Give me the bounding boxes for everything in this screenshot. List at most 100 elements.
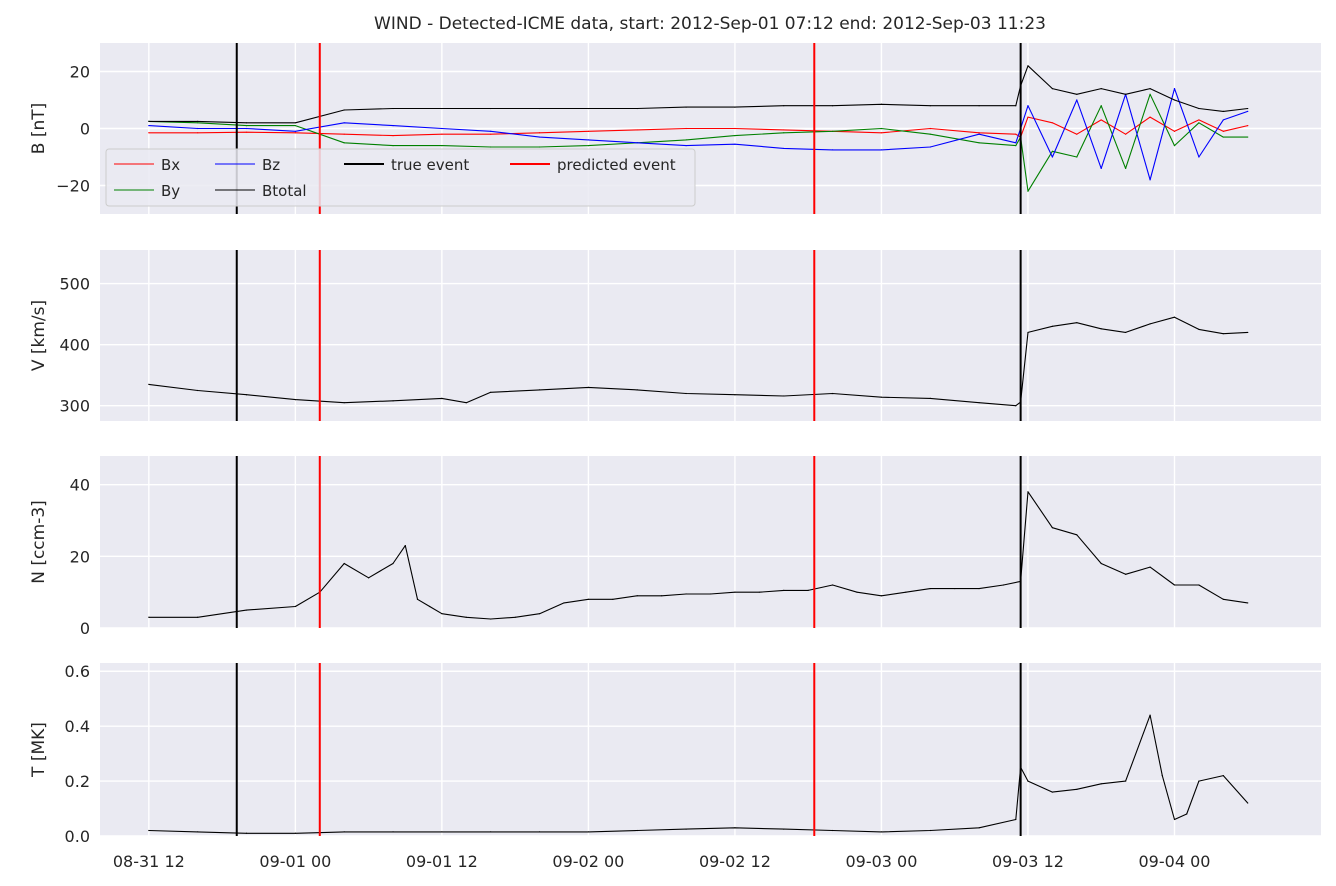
series-line-bz [148, 88, 1248, 181]
data-point [978, 105, 980, 107]
data-point [294, 125, 296, 127]
panel-2: 500 400 300 V [km/s] [29, 250, 1321, 421]
data-point [465, 402, 467, 404]
data-point [929, 829, 931, 832]
data-point [1100, 562, 1102, 565]
data-point [587, 139, 590, 141]
y-tick-label: 0.2 [65, 772, 90, 791]
data-point [392, 145, 394, 147]
data-point [1247, 110, 1249, 112]
data-point [880, 595, 883, 597]
data-point [148, 132, 150, 134]
legend: Bx By Bz Btotal true event predicted event [105, 148, 696, 207]
data-point [1149, 323, 1151, 325]
data-point [783, 132, 785, 134]
series-group [148, 491, 1249, 620]
legend-label: By [161, 182, 180, 200]
data-point [1015, 818, 1017, 821]
data-point [538, 107, 541, 110]
y-axis-label: T [MK] [29, 722, 49, 778]
data-point [636, 389, 638, 391]
data-point [783, 147, 785, 150]
data-point [1222, 119, 1224, 121]
data-point [429, 605, 431, 608]
data-point [978, 827, 980, 829]
data-point [1198, 780, 1200, 782]
data-point [1100, 783, 1102, 785]
data-point [538, 613, 541, 615]
data-point [1100, 119, 1102, 121]
data-point [245, 122, 248, 124]
data-point [1051, 88, 1053, 90]
x-tick-label: 09-02 00 [552, 852, 624, 871]
x-tick-label: 08-31 12 [113, 852, 185, 871]
data-point [978, 142, 980, 144]
data-point [978, 402, 980, 404]
data-point [343, 402, 345, 404]
data-point [832, 584, 834, 586]
y-tick-label: 0.0 [65, 827, 90, 846]
data-point [148, 383, 150, 385]
data-point [1149, 179, 1151, 181]
data-point [1027, 105, 1029, 107]
data-point [1149, 93, 1151, 95]
x-tick-label: 09-02 12 [699, 852, 771, 871]
data-point [1247, 107, 1249, 110]
data-point [441, 831, 443, 833]
data-point [783, 395, 785, 397]
data-point [1222, 110, 1224, 112]
data-point [197, 389, 199, 392]
data-point [1027, 65, 1029, 67]
data-point [734, 827, 736, 829]
data-point [734, 135, 736, 137]
data-point [343, 562, 345, 565]
data-point [1125, 331, 1127, 334]
x-tick-labels: 08-31 12 09-01 00 09-01 12 09-02 00 09-02 12… [113, 852, 1211, 871]
data-point [563, 602, 565, 604]
data-point [929, 127, 931, 130]
data-point [1222, 333, 1224, 335]
data-point [392, 562, 394, 565]
panel-background [100, 663, 1321, 836]
data-point [587, 831, 590, 833]
data-point [636, 129, 638, 131]
series-group [148, 316, 1249, 407]
data-point [587, 145, 590, 147]
data-point [880, 831, 883, 833]
x-tick-label: 09-01 12 [406, 852, 478, 871]
data-point [197, 127, 199, 130]
data-point [245, 394, 248, 396]
legend-label: predicted event [557, 156, 676, 174]
series-group [148, 714, 1249, 834]
data-point [1198, 107, 1200, 110]
data-point [1125, 780, 1127, 782]
y-tick-label: 400 [59, 336, 90, 355]
data-point [343, 831, 345, 833]
data-point [1125, 133, 1127, 135]
data-point [734, 394, 736, 396]
data-point [343, 133, 345, 135]
data-point [685, 139, 687, 141]
data-point [245, 609, 248, 611]
panels: 20 0 −20 B [nT] 500 400 300 V [km/s] 40 20 0 N [ccm… [29, 43, 1321, 846]
data-point [1198, 156, 1200, 158]
data-point [1076, 93, 1078, 95]
data-point [1051, 791, 1053, 793]
data-point [1100, 105, 1102, 107]
data-point [1015, 105, 1017, 107]
data-point [294, 832, 296, 834]
data-point [636, 595, 638, 597]
data-point [245, 131, 248, 133]
data-point [1198, 328, 1200, 330]
x-tick-label: 09-03 00 [845, 852, 917, 871]
data-point [1015, 133, 1017, 135]
data-point [441, 397, 443, 400]
data-point [587, 107, 590, 110]
data-point [392, 125, 394, 127]
legend-label: Bx [161, 156, 180, 174]
legend-label: Bz [262, 156, 280, 174]
data-point [490, 391, 492, 393]
data-point [1173, 584, 1176, 586]
data-point [783, 129, 785, 131]
data-point [1247, 125, 1249, 127]
